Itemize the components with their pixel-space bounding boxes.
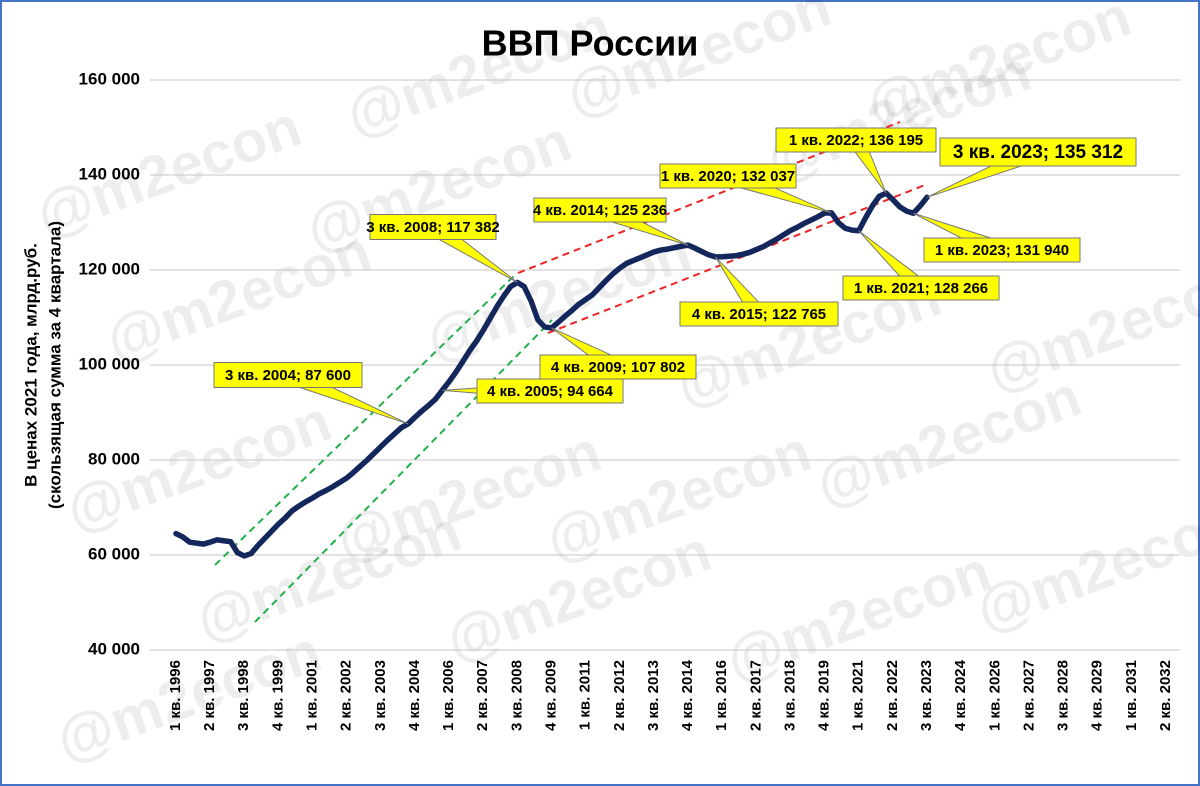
- x-tick-label: 3 кв. 1998: [235, 660, 252, 731]
- x-tick-label: 3 кв. 2013: [645, 660, 662, 731]
- y-tick-label: 60 000: [88, 544, 140, 563]
- callout-box: [659, 163, 797, 189]
- callout-box: [213, 362, 363, 388]
- y-axis-label: В ценах 2021 года, млрд.руб.: [21, 243, 40, 487]
- grid: 40 000 60 000 80 000 100 000 120 000 140 000 1…: [79, 69, 1180, 731]
- data-label: 4 кв. 2014; 125 236: [533, 202, 667, 219]
- data-label: 4 кв. 2015; 122 765: [692, 306, 826, 323]
- y-tick-label: 120 000: [79, 259, 140, 278]
- x-tick-label: 1 кв. 2011: [577, 660, 594, 730]
- y-tick-label: 160 000: [79, 69, 140, 88]
- x-tick-label: 1 кв. 2001: [304, 660, 321, 731]
- x-tick-label: 4 кв. 2029: [1089, 660, 1106, 731]
- annotations: 3 кв. 2004; 87 600 4 кв. 2005; 94 664 3 кв…: [213, 127, 1137, 425]
- data-label: 1 кв. 2023; 131 940: [935, 242, 1069, 259]
- x-tick-label: 4 кв. 2019: [816, 660, 833, 731]
- data-label: 1 кв. 2021; 128 266: [854, 280, 988, 297]
- x-tick-label: 4 кв. 1999: [269, 660, 286, 731]
- x-tick-label: 1 кв. 2026: [986, 660, 1003, 731]
- x-tick-label: 3 кв. 2023: [918, 660, 935, 731]
- callout-box: [923, 237, 1081, 263]
- callout-box: [775, 127, 937, 153]
- x-tick-label: 2 кв. 2017: [747, 660, 764, 731]
- callout-box: [679, 301, 839, 327]
- trend-line: [254, 319, 553, 623]
- x-tick-label: 1 кв. 2021: [850, 660, 867, 731]
- callout-box: [476, 378, 624, 404]
- x-tick-label: 4 кв. 2004: [406, 659, 423, 731]
- callout-box: [842, 275, 1000, 301]
- data-label: 4 кв. 2005; 94 664: [487, 383, 614, 400]
- callout-box: [939, 137, 1137, 167]
- data-label: 1 кв. 2020; 132 037: [661, 168, 795, 185]
- x-tick-label: 2 кв. 1997: [201, 660, 218, 731]
- chart-title: ВВП России: [482, 23, 699, 64]
- x-tick-label: 2 кв. 2002: [338, 660, 355, 731]
- x-tick-label: 3 кв. 2028: [1055, 660, 1072, 731]
- x-tick-label: 3 кв. 2018: [781, 660, 798, 731]
- x-tick-label: 2 кв. 2032: [1157, 660, 1174, 731]
- x-tick-label: 1 кв. 2031: [1123, 660, 1140, 731]
- x-tick-label: 3 кв. 2003: [372, 660, 389, 731]
- callout-box: [539, 354, 697, 380]
- data-label: 3 кв. 2008; 117 382: [366, 219, 500, 236]
- x-tick-label: 1 кв. 2006: [440, 660, 457, 731]
- y-tick-label: 140 000: [79, 164, 140, 183]
- x-tick-label: 4 кв. 2014: [679, 659, 696, 731]
- y-tick-label: 40 000: [88, 639, 140, 658]
- trend-line: [214, 274, 516, 566]
- data-label: 4 кв. 2009; 107 802: [551, 359, 685, 376]
- callout-box: [369, 214, 497, 240]
- x-tick-label: 2 кв. 2027: [1020, 660, 1037, 731]
- data-label: 3 кв. 2023; 135 312: [953, 142, 1123, 163]
- x-tick-label: 1 кв. 1996: [167, 660, 184, 731]
- data-label: 1 кв. 2022; 136 195: [789, 132, 923, 149]
- y-tick-label: 100 000: [79, 354, 140, 373]
- x-tick-label: 4 кв. 2024: [952, 659, 969, 731]
- y-tick-label: 80 000: [88, 449, 140, 468]
- x-tick-label: 2 кв. 2022: [884, 660, 901, 731]
- y-axis-label: (скользящая сумма за 4 квартала): [45, 221, 64, 509]
- trend-line: [547, 184, 926, 334]
- callout-box: [533, 197, 667, 223]
- x-tick-label: 1 кв. 2016: [713, 660, 730, 731]
- data-label: 3 кв. 2004; 87 600: [225, 367, 351, 384]
- x-tick-label: 3 кв. 2008: [508, 660, 525, 731]
- x-tick-label: 2 кв. 2012: [611, 660, 628, 731]
- x-tick-label: 2 кв. 2007: [474, 660, 491, 731]
- x-tick-label: 4 кв. 2009: [542, 660, 559, 731]
